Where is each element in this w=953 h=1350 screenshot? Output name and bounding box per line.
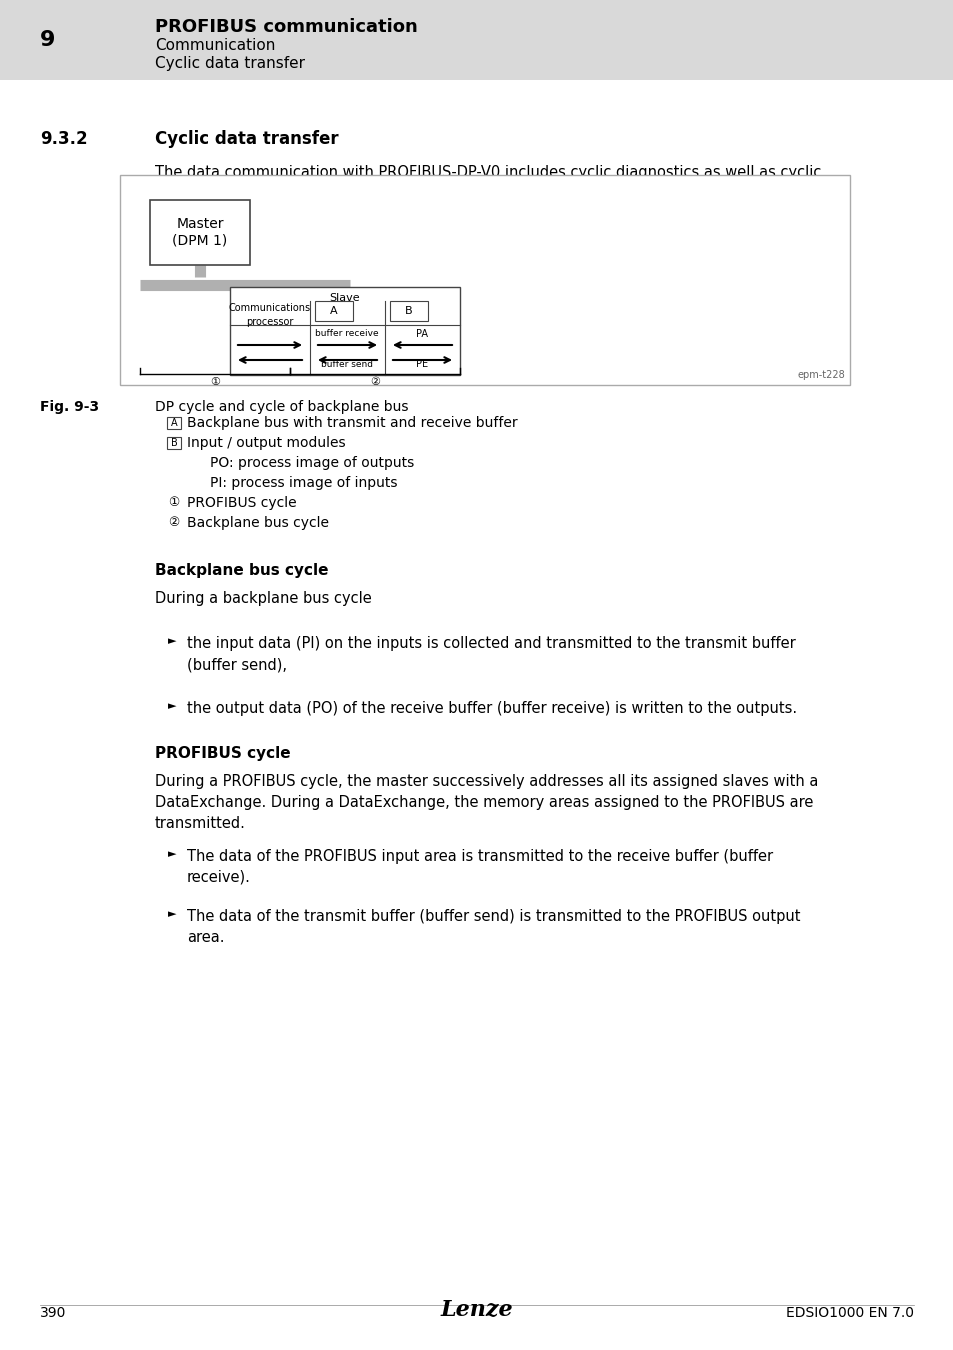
Text: ①: ① [168,497,179,509]
Text: PROFIBUS cycle: PROFIBUS cycle [187,495,296,510]
Text: Backplane bus cycle: Backplane bus cycle [154,563,328,578]
Text: The data of the PROFIBUS input area is transmitted to the receive buffer (buffer: The data of the PROFIBUS input area is t… [187,849,772,886]
Text: PROFIBUS communication: PROFIBUS communication [154,18,417,36]
Text: A: A [330,306,337,316]
Text: epm-t228: epm-t228 [797,370,844,379]
Text: PE: PE [416,359,428,369]
Text: Slave: Slave [330,293,360,302]
Text: buffer receive: buffer receive [314,329,378,338]
Bar [167,437,181,450]
Text: 390: 390 [40,1305,67,1320]
Text: ②: ② [168,517,179,529]
Text: B: B [171,437,177,448]
Text: PI: process image of inputs: PI: process image of inputs [210,477,397,490]
Text: Cyclic data transfer: Cyclic data transfer [154,55,305,72]
Text: PROFIBUS cycle: PROFIBUS cycle [154,747,291,761]
Text: A: A [171,418,177,428]
Bar [167,417,181,429]
Text: DP cycle and cycle of backplane bus: DP cycle and cycle of backplane bus [154,400,408,414]
Text: Backplane bus with transmit and receive buffer: Backplane bus with transmit and receive … [187,416,517,431]
Bar [390,301,428,321]
Bar [314,301,353,321]
Text: Communications
processor: Communications processor [229,304,311,327]
Bar [230,288,459,375]
Text: ►: ► [168,849,176,859]
Text: EDSIO1000 EN 7.0: EDSIO1000 EN 7.0 [785,1305,913,1320]
Text: ►: ► [168,701,176,711]
Text: buffer send: buffer send [320,360,373,369]
Text: The data communication with PROFIBUS-DP-V0 includes cyclic diagnostics as well a: The data communication with PROFIBUS-DP-… [154,165,821,201]
Text: PA: PA [416,329,428,339]
Text: Input / output modules: Input / output modules [187,436,345,450]
Text: Cyclic data transfer: Cyclic data transfer [154,130,338,148]
Text: ①: ① [210,377,220,387]
Text: Fig. 9-3: Fig. 9-3 [40,400,99,414]
Text: Master: Master [176,217,224,231]
Text: Backplane bus cycle: Backplane bus cycle [187,516,329,531]
Text: Communication: Communication [154,38,275,53]
Bar [120,176,849,385]
Text: the output data (PO) of the receive buffer (buffer receive) is written to the ou: the output data (PO) of the receive buff… [187,701,797,716]
Text: ►: ► [168,636,176,647]
Text: 9.3.2: 9.3.2 [40,130,88,148]
Text: Lenze: Lenze [440,1297,513,1320]
Text: the input data (PI) on the inputs is collected and transmitted to the transmit b: the input data (PI) on the inputs is col… [187,636,795,672]
Bar [0,0,953,80]
Text: During a PROFIBUS cycle, the master successively addresses all its assigned slav: During a PROFIBUS cycle, the master succ… [154,774,818,832]
Text: (DPM 1): (DPM 1) [172,234,228,247]
Text: During a backplane bus cycle: During a backplane bus cycle [154,591,372,606]
Text: PO: process image of outputs: PO: process image of outputs [210,456,414,470]
Text: ②: ② [370,377,379,387]
Text: ►: ► [168,909,176,919]
Text: The data of the transmit buffer (buffer send) is transmitted to the PROFIBUS out: The data of the transmit buffer (buffer … [187,909,800,945]
Text: B: B [405,306,413,316]
Bar [150,200,250,265]
Text: 9: 9 [40,30,55,50]
